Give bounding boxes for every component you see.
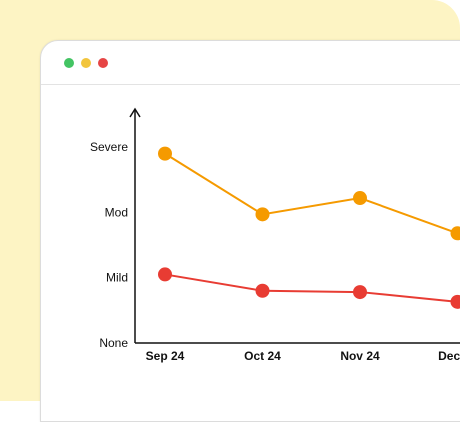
x-tick-label: Nov 24 [340, 349, 380, 363]
data-point [451, 295, 460, 309]
series-line-1 [165, 154, 458, 234]
data-point [353, 285, 367, 299]
x-tick-label: Dec 24 [438, 349, 460, 363]
x-tick-label: Sep 24 [146, 349, 185, 363]
y-tick-label: Mod [105, 205, 128, 219]
series-line-2 [165, 274, 458, 301]
line-chart: None Mild Mod Severe Sep 24 Oct 24 Nov 24 Dec … [0, 0, 460, 401]
y-tick-label: None [99, 336, 128, 350]
x-tick-label: Oct 24 [244, 349, 281, 363]
y-tick-label: Severe [90, 140, 128, 154]
y-tick-label: Mild [106, 271, 128, 285]
data-point [158, 147, 172, 161]
data-point [451, 226, 460, 240]
y-axis [130, 109, 140, 343]
data-point [353, 191, 367, 205]
data-point [256, 284, 270, 298]
data-point [256, 207, 270, 221]
data-point [158, 267, 172, 281]
